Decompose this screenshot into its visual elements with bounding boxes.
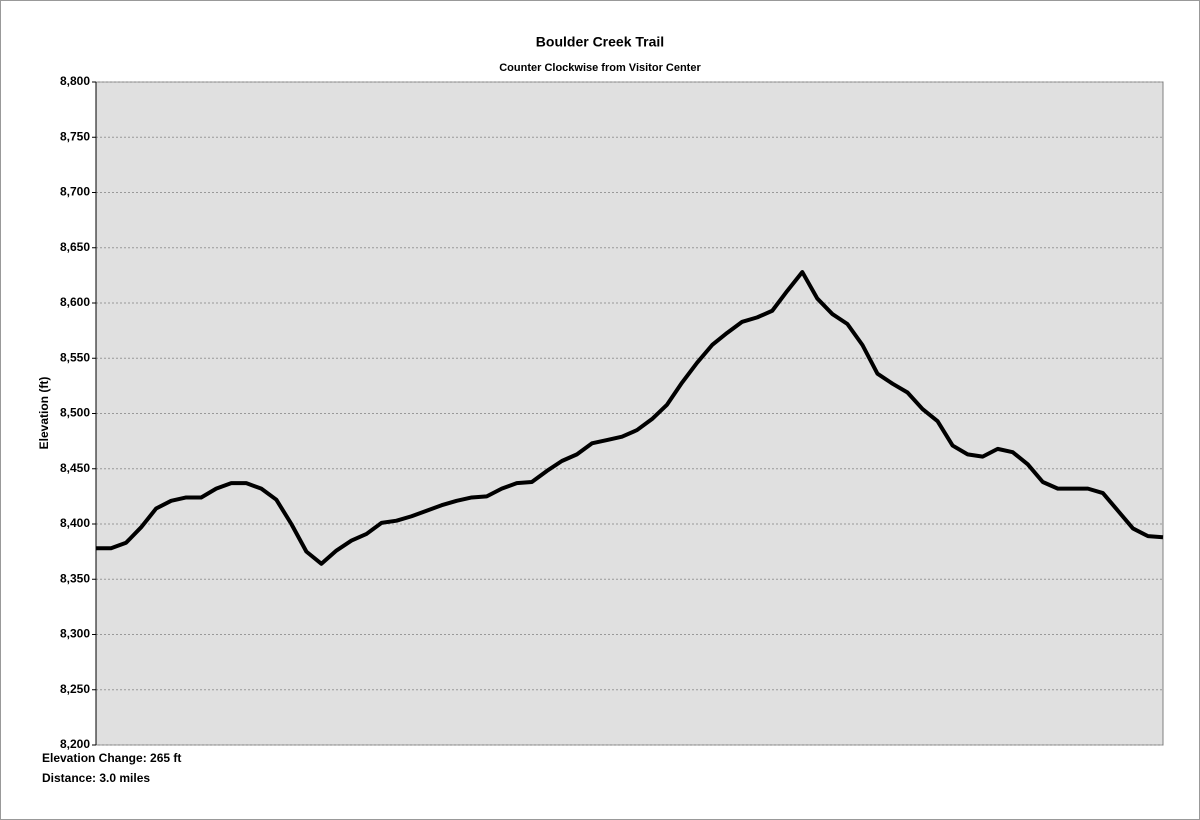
y-tick-label: 8,600	[60, 295, 90, 309]
annotation: Elevation Change: 265 ft	[42, 751, 181, 765]
y-tick-label: 8,700	[60, 185, 90, 199]
y-tick-label: 8,750	[60, 129, 90, 143]
y-tick-label: 8,500	[60, 406, 90, 420]
y-tick-label: 8,550	[60, 350, 90, 364]
y-axis-label: Elevation (ft)	[37, 377, 51, 450]
y-tick-label: 8,350	[60, 571, 90, 585]
y-tick-label: 8,300	[60, 627, 90, 641]
y-tick-label: 8,400	[60, 516, 90, 530]
annotation: Distance: 3.0 miles	[42, 771, 150, 785]
chart-title: Boulder Creek Trail	[536, 34, 664, 50]
y-tick-label: 8,450	[60, 461, 90, 475]
y-tick-label: 8,250	[60, 682, 90, 696]
y-tick-label: 8,200	[60, 737, 90, 751]
y-tick-label: 8,650	[60, 240, 90, 254]
elevation-line	[96, 270, 1164, 566]
chart-subtitle: Counter Clockwise from Visitor Center	[499, 62, 701, 74]
y-tick-label: 8,800	[60, 74, 90, 88]
